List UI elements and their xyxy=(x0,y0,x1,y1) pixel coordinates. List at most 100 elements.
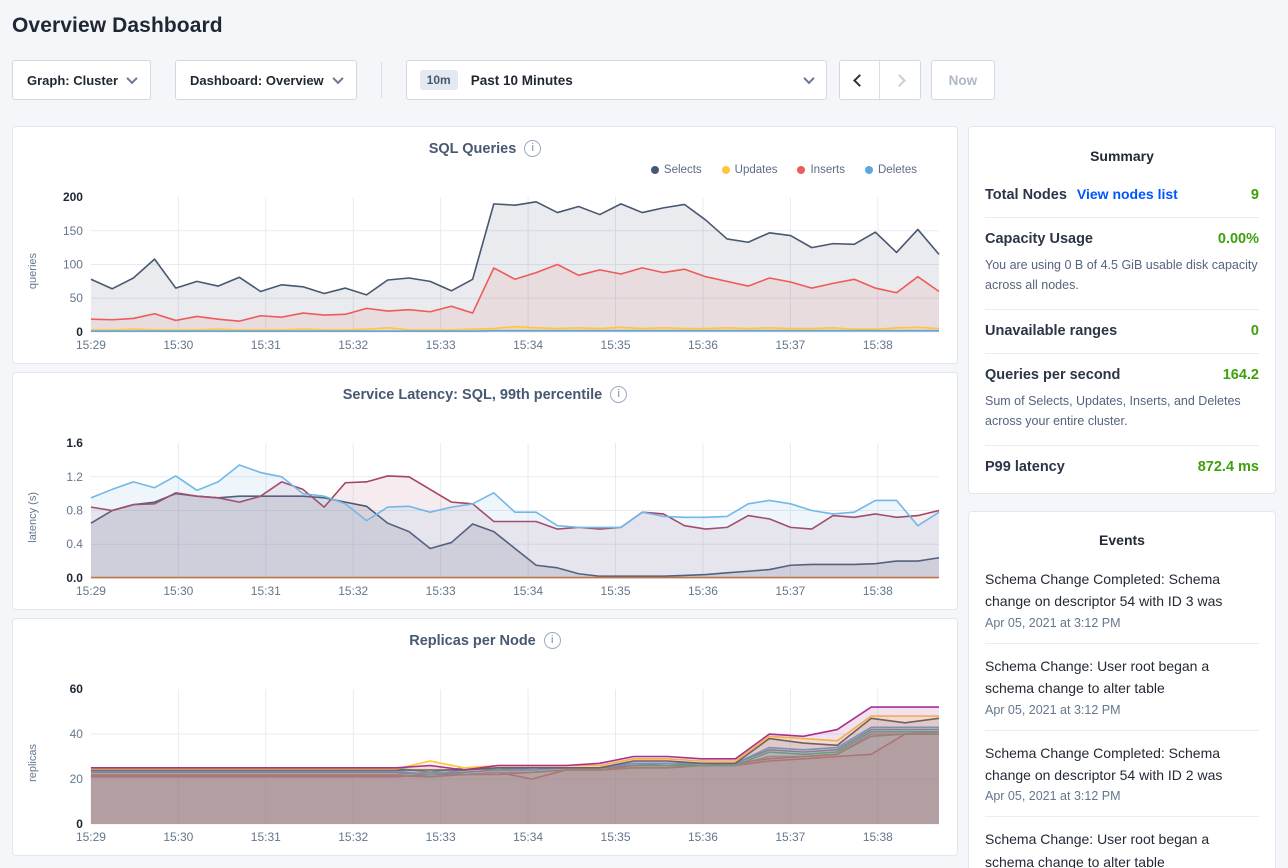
event-timestamp: Apr 05, 2021 at 3:12 PM xyxy=(985,789,1121,804)
graph-dropdown-label: Graph: Cluster xyxy=(27,72,119,88)
y-axis-label-wrap: replicas xyxy=(25,693,41,833)
legend-label: Deletes xyxy=(878,163,917,176)
svg-text:15:36: 15:36 xyxy=(688,338,718,352)
charts-column: SQL Queries i Selects Updates Inserts Delet… xyxy=(12,126,958,864)
svg-text:50: 50 xyxy=(70,291,84,305)
svg-text:15:34: 15:34 xyxy=(513,584,543,598)
svg-text:60: 60 xyxy=(70,682,84,696)
svg-text:15:36: 15:36 xyxy=(688,830,718,844)
summary-panel: Summary Total Nodes View nodes list 9 Capac… xyxy=(968,126,1276,494)
service-latency-chart-card: Service Latency: SQL, 99th percentile i … xyxy=(12,372,958,610)
sql-queries-chart[interactable]: 15:29 15:30 15:31 15:32 15:33 15:34 15:35 15:36… xyxy=(41,185,945,357)
svg-text:15:30: 15:30 xyxy=(163,338,193,352)
toolbar-divider xyxy=(380,62,382,98)
svg-text:15:31: 15:31 xyxy=(251,830,281,844)
y-axis-label: latency (s) xyxy=(27,491,39,543)
summary-row-label: Queries per second xyxy=(985,367,1121,383)
legend-item-selects[interactable]: Selects xyxy=(650,162,702,177)
svg-text:0.4: 0.4 xyxy=(66,537,83,551)
y-axis-label-wrap: latency (s) xyxy=(25,447,41,587)
legend-item-deletes[interactable]: Deletes xyxy=(865,162,917,177)
svg-text:15:30: 15:30 xyxy=(163,830,193,844)
summary-row-label: P99 latency xyxy=(985,459,1065,475)
svg-text:15:32: 15:32 xyxy=(338,338,368,352)
sidebar-column: Summary Total Nodes View nodes list 9 Capac… xyxy=(968,126,1276,868)
svg-text:100: 100 xyxy=(63,258,83,272)
info-icon[interactable]: i xyxy=(610,386,628,403)
time-next-button[interactable] xyxy=(879,61,920,99)
chart-title-row: Replicas per Node i xyxy=(25,632,945,649)
event-text: Schema Change Completed: Schema change o… xyxy=(985,744,1223,783)
svg-text:15:38: 15:38 xyxy=(863,584,893,598)
events-list: Schema Change Completed: Schema change o… xyxy=(985,557,1259,868)
chart-legend: Selects Updates Inserts Deletes xyxy=(25,162,917,177)
summary-row-value: 0 xyxy=(1250,323,1259,339)
chevron-down-icon xyxy=(332,72,344,85)
svg-text:15:33: 15:33 xyxy=(426,338,456,352)
chart-title: Service Latency: SQL, 99th percentile xyxy=(342,386,603,403)
event-text: Schema Change: User root began a schema … xyxy=(985,657,1210,697)
event-item[interactable]: Schema Change: User root began a schema … xyxy=(985,816,1259,868)
legend-label: Selects xyxy=(663,163,702,176)
summary-row: Capacity Usage 0.00% You are using 0 B of … xyxy=(985,217,1259,309)
y-axis-label: replicas xyxy=(27,744,39,782)
chart-title: SQL Queries xyxy=(428,140,517,157)
time-prev-button[interactable] xyxy=(839,61,880,99)
legend-dot xyxy=(797,165,806,174)
time-range-label: Past 10 Minutes xyxy=(470,72,573,88)
svg-text:0.0: 0.0 xyxy=(66,571,83,585)
legend-item-updates[interactable]: Updates xyxy=(721,162,777,177)
chart-body: latency (s) 15:29 15:30 15:31 15:32 15:33 15:… xyxy=(25,431,945,603)
summary-title: Summary xyxy=(1090,148,1154,164)
now-button[interactable]: Now xyxy=(930,60,996,100)
svg-text:200: 200 xyxy=(63,190,83,204)
svg-text:40: 40 xyxy=(70,727,84,741)
graph-dropdown[interactable]: Graph: Cluster xyxy=(12,60,152,100)
summary-rows: Total Nodes View nodes list 9 Capacity Usag… xyxy=(985,173,1259,489)
legend-item-inserts[interactable]: Inserts xyxy=(797,162,845,177)
y-axis-label: queries xyxy=(27,252,39,290)
summary-row-label: Capacity Usage xyxy=(985,231,1093,247)
event-item[interactable]: Schema Change Completed: Schema change o… xyxy=(985,729,1259,817)
event-text: Schema Change: User root began a schema … xyxy=(985,831,1210,868)
toolbar: Graph: Cluster Dashboard: Overview 10m P… xyxy=(12,60,1276,100)
chart-body: replicas 15:29 15:30 15:31 15:32 15:33 15:34 1… xyxy=(25,677,945,849)
replicas-per-node-chart-card: Replicas per Node i replicas 15:29 15:30 1… xyxy=(12,618,958,856)
legend-label: Inserts xyxy=(810,163,845,176)
event-item[interactable]: Schema Change: User root began a schema … xyxy=(985,642,1259,730)
summary-row-value: 9 xyxy=(1250,187,1259,203)
event-item[interactable]: Schema Change Completed: Schema change o… xyxy=(985,557,1259,643)
chart-title-row: Service Latency: SQL, 99th percentile i xyxy=(25,386,945,403)
svg-text:15:37: 15:37 xyxy=(775,830,805,844)
legend-dot xyxy=(865,165,873,174)
event-timestamp: Apr 05, 2021 at 3:12 PM xyxy=(985,615,1121,630)
dashboard-dropdown-label: Dashboard: Overview xyxy=(190,72,324,88)
info-icon[interactable]: i xyxy=(543,632,561,649)
svg-text:15:33: 15:33 xyxy=(426,830,456,844)
events-title: Events xyxy=(1099,532,1145,548)
service-latency-chart[interactable]: 15:29 15:30 15:31 15:32 15:33 15:34 15:35 15:36… xyxy=(41,431,945,603)
svg-text:15:38: 15:38 xyxy=(863,830,893,844)
chart-title: Replicas per Node xyxy=(409,632,536,649)
chevron-down-icon xyxy=(803,72,815,85)
time-range-picker[interactable]: 10m Past 10 Minutes xyxy=(405,60,827,100)
summary-row: P99 latency 872.4 ms xyxy=(985,445,1259,489)
events-panel: Events Schema Change Completed: Schema c… xyxy=(968,511,1276,868)
main-content: SQL Queries i Selects Updates Inserts Delet… xyxy=(12,126,1276,868)
y-axis-label-wrap: queries xyxy=(25,201,41,341)
summary-row-note: You are using 0 B of 4.5 GiB usable disk… xyxy=(985,258,1258,292)
dashboard-dropdown[interactable]: Dashboard: Overview xyxy=(175,60,357,100)
time-step-group xyxy=(838,60,921,100)
summary-row-note: Sum of Selects, Updates, Inserts, and De… xyxy=(985,394,1241,428)
replicas-per-node-chart[interactable]: 15:29 15:30 15:31 15:32 15:33 15:34 15:35 15:36… xyxy=(41,677,945,849)
svg-text:15:29: 15:29 xyxy=(76,338,106,352)
svg-text:15:34: 15:34 xyxy=(513,338,543,352)
svg-text:15:34: 15:34 xyxy=(513,830,543,844)
chevron-down-icon xyxy=(126,72,138,85)
view-nodes-list-link[interactable]: View nodes list xyxy=(1076,186,1178,202)
chevron-right-icon xyxy=(893,73,907,87)
svg-text:15:29: 15:29 xyxy=(76,830,106,844)
info-icon[interactable]: i xyxy=(524,140,542,157)
chart-title-row: SQL Queries i xyxy=(25,140,945,157)
